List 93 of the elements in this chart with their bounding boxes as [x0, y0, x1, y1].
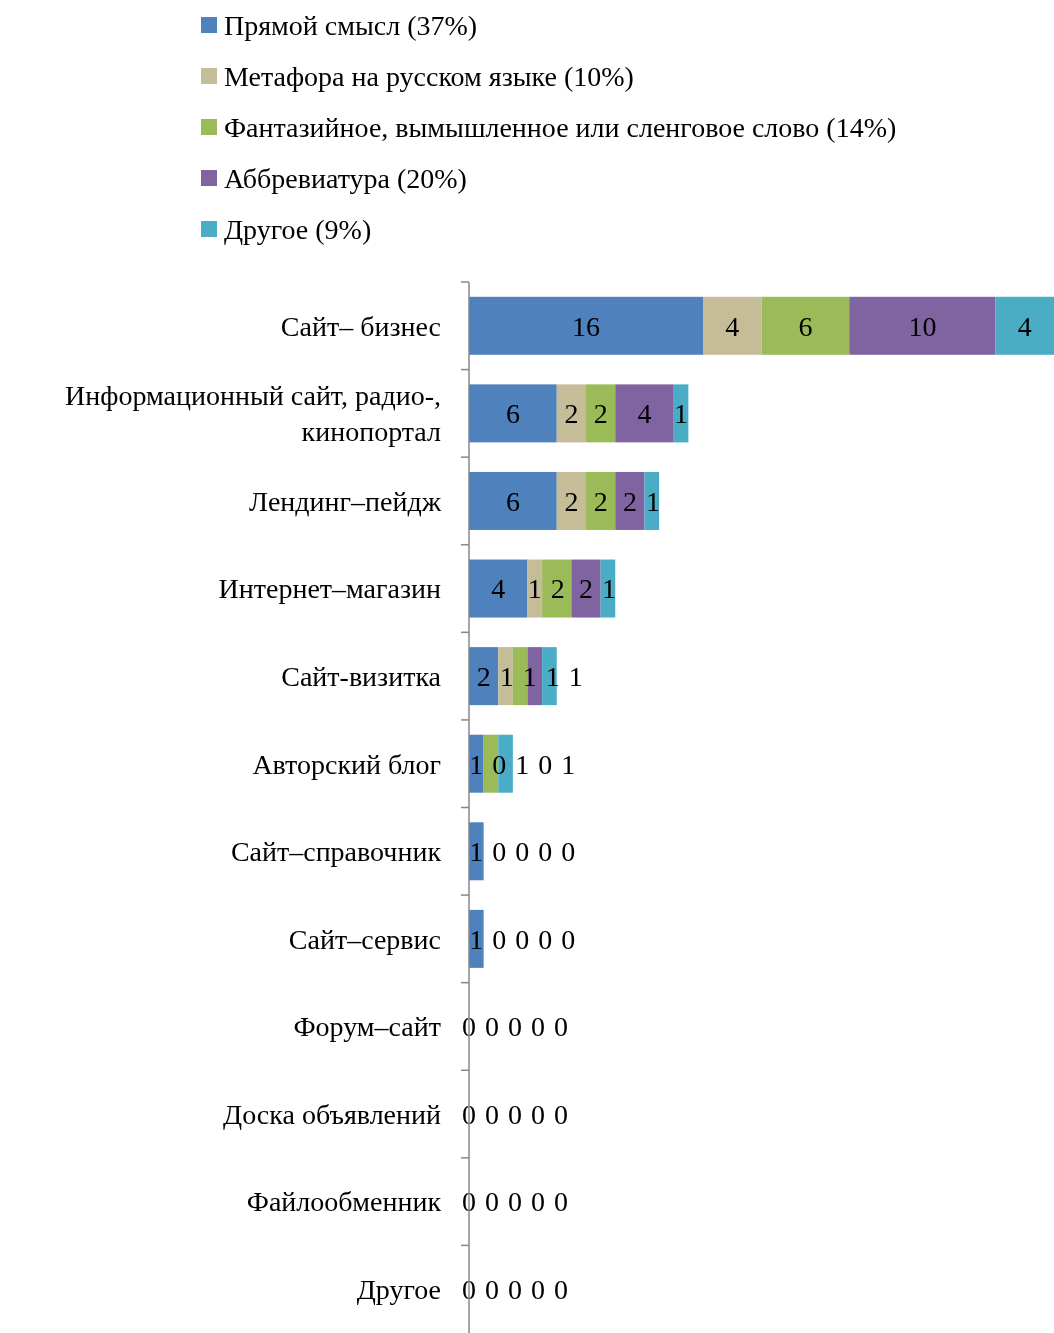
y-tick-label: Файлообменник: [246, 1186, 442, 1218]
data-label: 16: [572, 310, 600, 342]
bar: [498, 647, 513, 706]
data-label: 0: [531, 1098, 545, 1130]
data-label: 1: [522, 660, 537, 692]
data-label: 0: [508, 1011, 522, 1043]
data-label: 1: [674, 398, 689, 430]
y-tick-label: Авторский блог: [252, 748, 441, 780]
data-label: 6: [798, 310, 813, 342]
data-label: 1: [645, 485, 660, 517]
data-label: 2: [564, 485, 579, 517]
data-label: 0: [462, 1098, 476, 1130]
bar: [542, 559, 572, 618]
y-tick-label: Информационный сайт, радио-, кинопортал: [65, 380, 442, 448]
y-tick-label: Лендинг–пейдж: [249, 485, 442, 517]
y-tick-label: Сайт–справочник: [230, 836, 442, 868]
legend-label: Метафора на русском языке (10%): [224, 60, 634, 92]
data-label: 1: [515, 748, 530, 780]
data-label: 0: [508, 1098, 522, 1130]
bar: [703, 296, 762, 355]
legend-label: Фантазийное, вымышленное или сленговое слово (14%): [224, 111, 897, 143]
y-tick-label: Сайт-визитка: [281, 660, 442, 692]
data-label: 4: [491, 573, 506, 605]
data-label: 0: [561, 836, 576, 868]
bar: [761, 296, 850, 355]
data-label: 0: [508, 1186, 522, 1218]
bar: [615, 384, 674, 443]
bar: [615, 471, 645, 530]
data-label: 0: [538, 836, 553, 868]
data-label: 1: [568, 660, 583, 692]
data-label: 1: [527, 573, 542, 605]
data-label: 0: [554, 1011, 568, 1043]
bar: [586, 471, 616, 530]
data-label: 2: [593, 398, 608, 430]
data-label: 1: [499, 660, 514, 692]
data-label: 0: [462, 1011, 476, 1043]
y-tick-label: Другое: [356, 1274, 441, 1306]
data-label: 0: [554, 1186, 568, 1218]
y-tick-label: Сайт–сервис: [288, 923, 441, 955]
data-label: 0: [508, 1274, 522, 1306]
data-label: 1: [561, 748, 576, 780]
data-label: 4: [1017, 310, 1032, 342]
data-label: 0: [554, 1274, 568, 1306]
bar: [469, 471, 557, 530]
bar: [469, 647, 499, 706]
data-label: 0: [538, 923, 553, 955]
data-label: 0: [492, 836, 507, 868]
legend-label: Аббревиатура (20%): [224, 162, 467, 194]
y-tick-label: Форум–сайт: [293, 1011, 441, 1043]
data-label: 0: [538, 748, 553, 780]
data-label: 1: [469, 748, 484, 780]
bar: [469, 384, 557, 443]
data-label: 4: [637, 398, 652, 430]
data-label: 4: [725, 310, 740, 342]
bar: [849, 296, 996, 355]
data-label: 0: [485, 1098, 499, 1130]
bar: [586, 384, 616, 443]
data-label: 0: [485, 1011, 499, 1043]
data-label: 0: [531, 1186, 545, 1218]
data-label: 0: [462, 1274, 476, 1306]
data-label: 1: [602, 573, 616, 605]
data-label: 0: [561, 923, 576, 955]
data-label: 2: [579, 573, 593, 605]
bar: [571, 559, 601, 618]
data-label: 6: [505, 398, 520, 430]
data-label: 0: [531, 1011, 545, 1043]
data-label: 0: [462, 1186, 476, 1218]
bar: [995, 296, 1054, 355]
data-label: 0: [485, 1186, 499, 1218]
data-label: 2: [550, 573, 565, 605]
data-label: 2: [593, 485, 608, 517]
bar: [556, 384, 586, 443]
bar: [469, 296, 703, 355]
data-label: 1: [469, 923, 484, 955]
data-label: 10: [908, 310, 937, 342]
y-tick-label: Сайт– бизнес: [280, 310, 441, 342]
data-label: 0: [485, 1274, 499, 1306]
legend-label: Прямой смысл (37%): [224, 9, 478, 41]
data-label: 0: [515, 923, 530, 955]
data-label: 0: [492, 923, 507, 955]
legend-label: Другое (9%): [224, 213, 372, 245]
data-label: 6: [505, 485, 520, 517]
bar: [469, 559, 528, 618]
y-tick-label: Доска объявлений: [223, 1098, 442, 1130]
y-tick-label: Интернет–магазин: [218, 573, 442, 605]
data-label: 0: [531, 1274, 545, 1306]
bar: [556, 471, 586, 530]
data-label: 0: [515, 836, 530, 868]
data-label: 2: [564, 398, 579, 430]
data-label: 0: [554, 1098, 568, 1130]
data-label: 1: [469, 836, 484, 868]
data-label: 2: [476, 660, 491, 692]
data-label: 2: [622, 485, 637, 517]
